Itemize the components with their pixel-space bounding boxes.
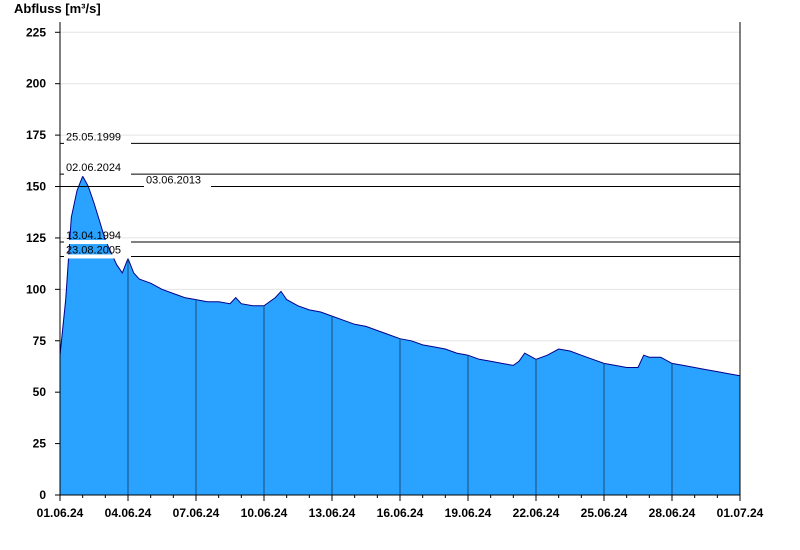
reference-label-gap [64, 240, 131, 245]
reference-label-gap [144, 184, 211, 189]
x-tick-label: 07.06.24 [173, 506, 220, 520]
x-tick-label: 13.06.24 [309, 506, 356, 520]
day-divider-lines [127, 258, 673, 495]
y-tick-label: 50 [33, 385, 47, 399]
reference-label: 25.05.1999 [66, 131, 121, 143]
reference-label-gap [64, 141, 131, 146]
reference-label: 23.08.2005 [66, 244, 121, 256]
y-tick-label: 75 [33, 334, 47, 348]
discharge-area [60, 176, 740, 495]
y-tick-label: 225 [26, 25, 46, 39]
y-tick-label: 150 [26, 180, 46, 194]
reference-lines: 25.05.1999 02.06.2024 03.06.2013 13.04.1994… [60, 131, 740, 259]
x-tick-label: 16.06.24 [377, 506, 424, 520]
y-tick-labels: 0 25 50 75 100 125 150 175 200 225 [26, 25, 60, 502]
x-tick-label: 25.06.24 [581, 506, 628, 520]
x-tick-label: 22.06.24 [513, 506, 560, 520]
x-tick-label: 01.06.24 [37, 506, 84, 520]
x-tick-label: 01.07.24 [717, 506, 764, 520]
x-tick-label: 04.06.24 [105, 506, 152, 520]
reference-label-gap [64, 172, 131, 177]
y-tick-label: 175 [26, 128, 46, 142]
reference-label: 13.04.1994 [66, 230, 121, 242]
y-tick-label: 100 [26, 282, 46, 296]
reference-label: 02.06.2024 [66, 162, 121, 174]
y-tick-label: 25 [33, 437, 47, 451]
x-tick-label: 19.06.24 [445, 506, 492, 520]
y-tick-label: 200 [26, 77, 46, 91]
discharge-line [59, 175, 741, 377]
discharge-series [59, 175, 741, 495]
x-tick-label: 28.06.24 [649, 506, 696, 520]
y-axis-title: Abfluss [m³/s] [14, 1, 101, 16]
reference-label-gap [64, 254, 131, 259]
y-tick-label: 0 [39, 488, 46, 502]
reference-label: 03.06.2013 [146, 175, 201, 187]
x-tick-labels: 01.06.24 04.06.24 07.06.24 10.06.24 13.06.24… [37, 495, 764, 520]
x-tick-label: 10.06.24 [241, 506, 288, 520]
y-tick-label: 125 [26, 231, 46, 245]
